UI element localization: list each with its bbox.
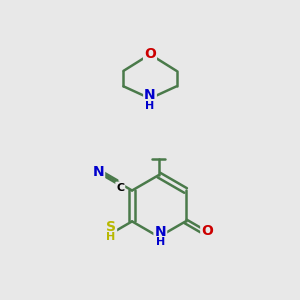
Text: H: H	[146, 101, 154, 111]
Text: O: O	[201, 224, 213, 238]
Text: N: N	[92, 165, 104, 179]
Text: C: C	[116, 182, 124, 193]
Text: N: N	[144, 88, 156, 102]
Text: S: S	[106, 220, 116, 234]
Text: N: N	[154, 225, 166, 239]
Text: H: H	[106, 232, 116, 242]
Text: O: O	[144, 47, 156, 61]
Text: H: H	[156, 237, 165, 247]
